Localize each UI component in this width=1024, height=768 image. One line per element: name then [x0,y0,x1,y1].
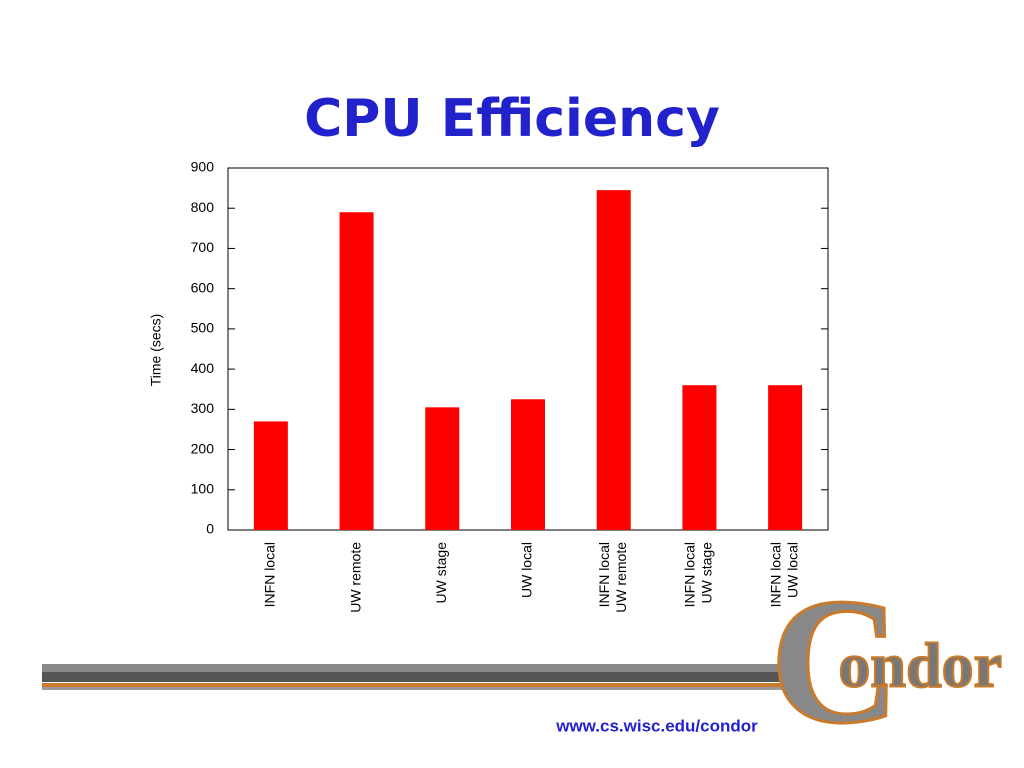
chart-title: CPU Efficiency [304,89,720,149]
y-tick-label: 0 [206,521,214,537]
y-tick-label: 600 [191,279,215,295]
bar [253,421,288,530]
y-axis-label: Time (secs) [148,314,164,387]
footer-url[interactable]: www.cs.wisc.edu/condor [555,716,758,735]
bar [425,407,460,530]
x-tick-label: UW local [519,542,535,598]
x-tick-label: UW stage [433,542,449,604]
x-tick-label: UW local [784,542,800,598]
bar [596,190,631,530]
y-tick-label: 100 [191,480,215,496]
footer-bar [42,664,792,690]
y-tick-label: 200 [191,440,215,456]
x-tick-label: UW stage [699,542,715,604]
x-tick-label: UW remote [613,542,629,613]
bar [768,385,803,530]
bar [511,399,545,530]
x-tick-label: INFN local [767,542,783,607]
x-tick-label: UW remote [347,542,363,613]
y-tick-label: 500 [191,320,215,336]
logo-initial: C [770,561,900,760]
x-tick-label: INFN local [262,542,278,607]
y-tick-label: 900 [191,159,215,175]
y-tick-label: 800 [191,199,215,215]
bar [339,212,374,530]
y-tick-label: 300 [191,400,215,416]
x-tick-label: INFN local [596,542,612,607]
y-tick-label: 400 [191,360,215,376]
y-tick-label: 700 [191,239,215,255]
logo-rest: ondor [838,630,1002,701]
x-tick-label: INFN local [682,542,698,607]
bar [682,385,717,530]
